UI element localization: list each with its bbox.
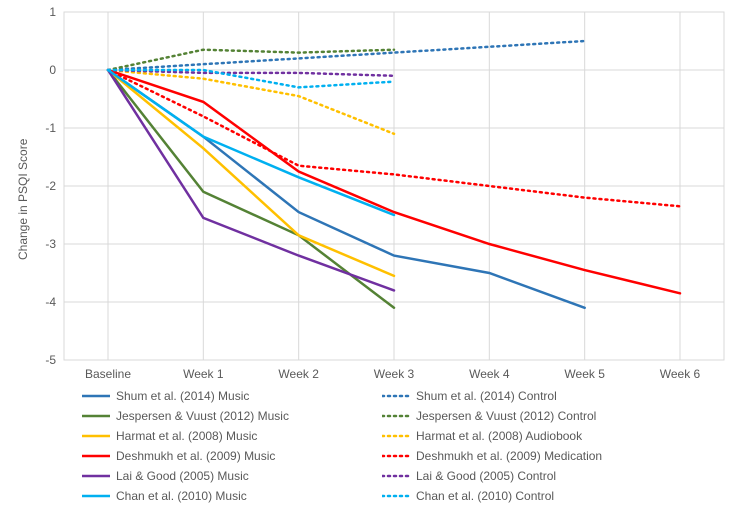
y-tick-label: 1 — [49, 5, 56, 19]
y-tick-label: -1 — [45, 121, 56, 135]
y-tick-label: -3 — [45, 237, 56, 251]
legend-item: Chan et al. (2010) Music — [82, 486, 382, 506]
legend-label: Jespersen & Vuust (2012) Control — [416, 409, 596, 423]
legend-swatch — [82, 411, 110, 421]
legend-label: Lai & Good (2005) Music — [116, 469, 249, 483]
legend-swatch — [82, 471, 110, 481]
legend-item: Jespersen & Vuust (2012) Music — [82, 406, 382, 426]
legend-item: Harmat et al. (2008) Audiobook — [382, 426, 682, 446]
legend-swatch — [82, 391, 110, 401]
psqi-line-chart: Change in PSQI Score -5 -4 -3 -2 -1 0 1 Baselin… — [0, 0, 742, 510]
x-tick-label: Week 1 — [183, 367, 224, 381]
legend-swatch — [382, 411, 410, 421]
legend-label: Harmat et al. (2008) Audiobook — [416, 429, 582, 443]
legend-swatch — [382, 471, 410, 481]
legend-swatch — [82, 491, 110, 501]
legend-item: Shum et al. (2014) Music — [82, 386, 382, 406]
y-tick-label: -2 — [45, 179, 56, 193]
legend-swatch — [382, 491, 410, 501]
legend-swatch — [82, 451, 110, 461]
legend-label: Deshmukh et al. (2009) Medication — [416, 449, 602, 463]
y-tick-label: -5 — [45, 353, 56, 367]
y-tick-label: 0 — [49, 63, 56, 77]
y-tick-label: -4 — [45, 295, 56, 309]
y-axis-label: Change in PSQI Score — [16, 139, 30, 260]
legend-label: Chan et al. (2010) Music — [116, 489, 247, 503]
legend: Shum et al. (2014) Music Jespersen & Vuus… — [82, 386, 682, 506]
legend-item: Shum et al. (2014) Control — [382, 386, 682, 406]
legend-item: Harmat et al. (2008) Music — [82, 426, 382, 446]
legend-item: Deshmukh et al. (2009) Music — [82, 446, 382, 466]
x-tick-label: Baseline — [85, 367, 131, 381]
legend-swatch — [382, 451, 410, 461]
legend-label: Chan et al. (2010) Control — [416, 489, 554, 503]
legend-swatch — [382, 431, 410, 441]
legend-label: Deshmukh et al. (2009) Music — [116, 449, 275, 463]
legend-item: Lai & Good (2005) Music — [82, 466, 382, 486]
x-tick-label: Week 5 — [564, 367, 605, 381]
x-tick-label: Week 6 — [660, 367, 701, 381]
x-tick-label: Week 4 — [469, 367, 510, 381]
legend-item: Chan et al. (2010) Control — [382, 486, 682, 506]
legend-label: Harmat et al. (2008) Music — [116, 429, 257, 443]
legend-label: Shum et al. (2014) Control — [416, 389, 557, 403]
legend-swatch — [82, 431, 110, 441]
x-tick-label: Week 3 — [374, 367, 415, 381]
legend-label: Jespersen & Vuust (2012) Music — [116, 409, 289, 423]
legend-item: Lai & Good (2005) Control — [382, 466, 682, 486]
x-tick-label: Week 2 — [278, 367, 319, 381]
legend-item: Jespersen & Vuust (2012) Control — [382, 406, 682, 426]
legend-item: Deshmukh et al. (2009) Medication — [382, 446, 682, 466]
legend-swatch — [382, 391, 410, 401]
legend-label: Shum et al. (2014) Music — [116, 389, 249, 403]
legend-label: Lai & Good (2005) Control — [416, 469, 556, 483]
